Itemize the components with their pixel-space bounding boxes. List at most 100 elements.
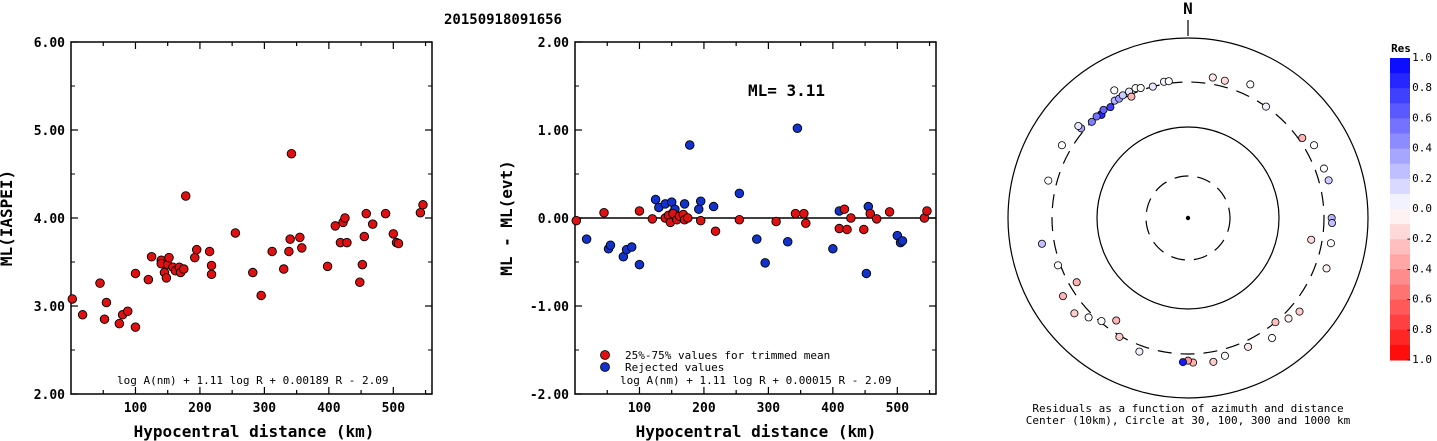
colorbar-cell [1390,118,1410,134]
colorbar-tick-label: -0.2 [1406,232,1433,245]
data-point [286,149,297,159]
data-point [180,191,191,201]
y-tick-label: 3.00 [34,300,65,315]
rejected-point [760,258,770,268]
colorbar-tick-label: 1.0 [1412,51,1432,64]
station-residual-point [1324,176,1333,185]
data-point [355,277,365,287]
data-point [415,207,426,218]
trimmed-point [871,214,882,224]
y-tick-label: 4.00 [34,212,65,227]
station-residual-point [1244,342,1253,351]
data-point [146,251,157,262]
data-point [340,213,350,223]
station-residual-point [1246,80,1255,89]
station-residual-point [1044,176,1053,185]
x-tick-label: 300 [253,401,277,416]
colorbar-cell [1390,58,1410,74]
station-residual-point [1209,357,1218,366]
data-point [393,238,404,249]
trimmed-point [695,215,706,226]
station-residual-point [1271,318,1280,327]
colorbar-tick-label: 0.0 [1412,202,1432,215]
colorbar-cell [1390,148,1410,165]
colorbar-tick-label: 0.6 [1412,111,1432,124]
colorbar-cell [1390,299,1410,316]
data-point [357,259,368,270]
y-axis-label: ML(IASPEI) [0,170,16,266]
station-residual-point [1110,86,1119,95]
rejected-point [828,244,838,254]
data-point [161,273,172,283]
data-point [190,252,200,263]
station-residual-point [1307,235,1316,244]
y-tick-label: 2.00 [34,388,65,403]
station-residual-point [1319,164,1328,173]
colorbar-tick-label: 0.4 [1412,142,1432,155]
data-point [278,264,289,274]
station-residual-point [1148,82,1157,91]
data-point [359,231,370,242]
station-residual-point [1092,112,1101,121]
colorbar-cell [1390,103,1410,119]
station-residual-point [1310,141,1319,150]
colorbar-cell [1390,239,1410,255]
x-axis-label: Hypocentral distance (km) [636,422,877,441]
regression-formula: log A(nm) + 1.11 log R + 0.00189 R - 2.0… [117,374,389,387]
trimmed-point [734,215,745,225]
ml-annotation: ML= 3.11 [748,81,825,100]
station-residual-point [1284,314,1293,323]
data-point [418,200,428,210]
data-point [130,268,141,279]
plot-frame [70,41,433,395]
colorbar-cell [1390,254,1410,270]
data-points [67,149,428,332]
colorbar-cell [1390,344,1410,361]
data-point [204,246,215,257]
data-point [267,246,277,257]
azimuth-residual-panel: N Residuals as a function of azimuth and… [1007,0,1369,427]
trimmed-point [865,208,875,219]
colorbar-cell [1390,269,1410,285]
rejected-point [695,196,706,207]
y-tick-label: 1.00 [538,124,569,139]
trimmed-point [647,214,658,224]
x-tick-label: 100 [628,401,652,416]
x-tick-label: 500 [382,401,406,416]
trimmed-point [834,223,845,234]
regression-formula: log A(nm) + 1.11 log R + 0.00015 R - 2.0… [620,374,892,387]
x-axis-ticks: 100 200 300 400 500 [102,42,427,416]
data-points [571,123,932,279]
data-point [164,252,174,263]
data-point [143,274,154,285]
residual-vs-distance-panel: -2.00 -1.00 0.00 1.00 2.00 100 200 300 400 500 M… [497,36,937,441]
trimmed-point [790,208,801,219]
station-points [1037,73,1337,367]
legend-marker-rejected [600,362,610,372]
station-residual-point [1070,309,1079,318]
colorbar-title: Res [1391,42,1411,55]
station-residual-point [1135,347,1144,356]
trimmed-point [884,207,895,217]
circle-30km [1145,175,1231,261]
x-axis-label: Hypocentral distance (km) [134,422,375,441]
x-tick-label: 500 [886,401,910,416]
colorbar-tick-label: -0.4 [1406,262,1433,275]
data-point [284,246,294,257]
data-point [206,269,217,280]
data-point [388,229,399,239]
data-point [191,244,202,255]
figure-title: 20150918091656 [444,12,562,28]
rejected-point [581,234,592,244]
colorbar-cell [1390,284,1410,301]
rejected-point [734,188,745,199]
polar-caption-2: Center (10km), Circle at 30, 100, 300 an… [1026,414,1351,427]
legend-label-trimmed: 25%-75% values for trimmed mean [625,349,830,362]
x-tick-label: 400 [317,401,341,416]
station-residual-point [1298,133,1307,142]
polar-caption: Residuals as a function of azimuth and d… [1032,402,1343,415]
station-residual-point [1106,103,1115,112]
trimmed-point [842,224,852,235]
y-tick-label: 5.00 [34,124,65,139]
